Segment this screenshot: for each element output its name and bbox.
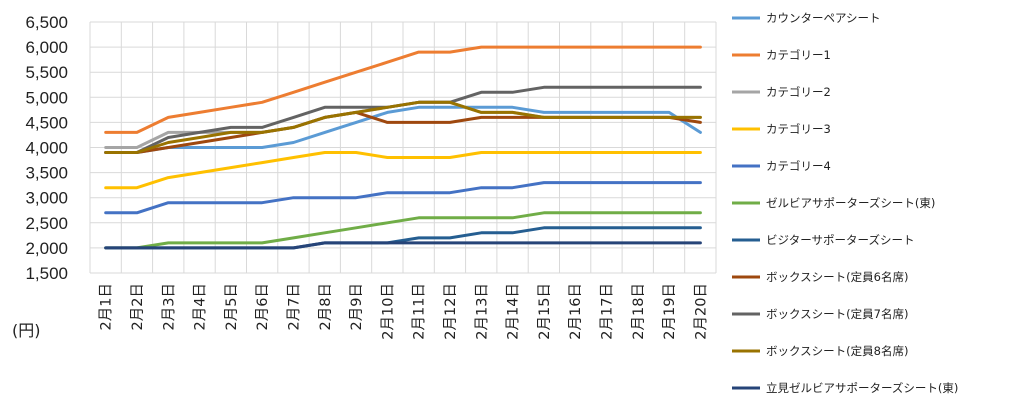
y-tick-label: 3,500 bbox=[25, 164, 68, 183]
series-line bbox=[104, 181, 702, 215]
x-tick-label: 2月2日 bbox=[130, 283, 146, 330]
x-tick-label: 2月8日 bbox=[318, 283, 334, 330]
y-tick-label: 3,000 bbox=[25, 189, 68, 208]
x-tick-label: 2月20日 bbox=[693, 283, 709, 340]
legend-item: ボックスシート(定員7名席) bbox=[732, 307, 908, 321]
legend-label: 立見ゼルビアサポーターズシート(東) bbox=[766, 381, 958, 395]
x-tick-label: 2月11日 bbox=[412, 283, 428, 340]
y-unit-label: (円) bbox=[12, 321, 41, 340]
x-tick-label: 2月6日 bbox=[255, 283, 271, 330]
y-tick-label: 4,000 bbox=[25, 139, 68, 158]
x-tick-label: 2月16日 bbox=[568, 283, 584, 340]
x-tick-label: 2月12日 bbox=[443, 283, 459, 340]
x-tick-label: 2月18日 bbox=[631, 283, 647, 340]
legend-label: カテゴリー1 bbox=[766, 48, 831, 62]
y-tick-label: 1,500 bbox=[25, 264, 68, 283]
x-tick-label: 2月4日 bbox=[193, 283, 209, 330]
series-line bbox=[104, 241, 702, 250]
x-axis: 2月1日 2月2日 2月3日 2月4日 2月5日 2月6日 2月7日 2月8日 2月9日 2月10… bbox=[99, 283, 710, 340]
y-tick-label: 5,500 bbox=[25, 63, 68, 82]
legend-item: ゼルビアサポーターズシート(東) bbox=[732, 196, 935, 210]
x-tick-label: 2月13日 bbox=[474, 283, 490, 340]
x-tick-label: 2月19日 bbox=[662, 283, 678, 340]
series-line bbox=[104, 105, 702, 154]
x-tick-label: 2月7日 bbox=[286, 283, 302, 330]
series-line bbox=[104, 151, 702, 190]
legend-label: ボックスシート(定員8名席) bbox=[766, 344, 908, 358]
legend-label: ボックスシート(定員7名席) bbox=[766, 307, 908, 321]
legend-label: カテゴリー3 bbox=[766, 122, 831, 136]
legend-item: カテゴリー3 bbox=[732, 122, 831, 136]
legend-item: カウンターペアシート bbox=[732, 11, 881, 25]
y-tick-label: 6,000 bbox=[25, 38, 68, 57]
y-tick-label: 5,000 bbox=[25, 88, 68, 107]
x-tick-label: 2月10日 bbox=[380, 283, 396, 340]
series-lines bbox=[104, 45, 702, 250]
x-tick-label: 2月15日 bbox=[537, 283, 553, 340]
legend-item: カテゴリー2 bbox=[732, 85, 831, 99]
x-tick-label: 2月14日 bbox=[506, 283, 522, 340]
y-axis: 1,500 2,000 2,500 3,000 3,500 4,000 4,500 5,000… bbox=[25, 13, 68, 283]
x-tick-label: 2月5日 bbox=[224, 283, 240, 330]
legend-label: カテゴリー4 bbox=[766, 159, 831, 173]
legend-item: カテゴリー4 bbox=[732, 159, 831, 173]
legend-item: 立見ゼルビアサポーターズシート(東) bbox=[732, 381, 958, 395]
y-tick-label: 2,000 bbox=[25, 239, 68, 258]
y-tick-label: 6,500 bbox=[25, 13, 68, 32]
x-tick-label: 2月1日 bbox=[99, 283, 115, 330]
legend-label: ボックスシート(定員6名席) bbox=[766, 270, 908, 284]
legend-item: ボックスシート(定員8名席) bbox=[732, 344, 908, 358]
x-tick-label: 2月3日 bbox=[161, 283, 177, 330]
x-tick-label: 2月9日 bbox=[349, 283, 365, 330]
series-line bbox=[104, 45, 702, 134]
series-line bbox=[104, 211, 702, 250]
x-tick-label: 2月17日 bbox=[599, 283, 615, 340]
legend-label: カテゴリー2 bbox=[766, 85, 831, 99]
y-tick-label: 2,500 bbox=[25, 214, 68, 233]
y-tick-label: 4,500 bbox=[25, 113, 68, 132]
series-line bbox=[104, 100, 702, 154]
legend-label: ゼルビアサポーターズシート(東) bbox=[766, 196, 935, 210]
legend-item: カテゴリー1 bbox=[732, 48, 831, 62]
legend-item: ボックスシート(定員6名席) bbox=[732, 270, 908, 284]
legend-label: カウンターペアシート bbox=[766, 11, 881, 25]
legend-item: ビジターサポーターズシート bbox=[732, 233, 914, 247]
legend-label: ビジターサポーターズシート bbox=[766, 233, 914, 247]
